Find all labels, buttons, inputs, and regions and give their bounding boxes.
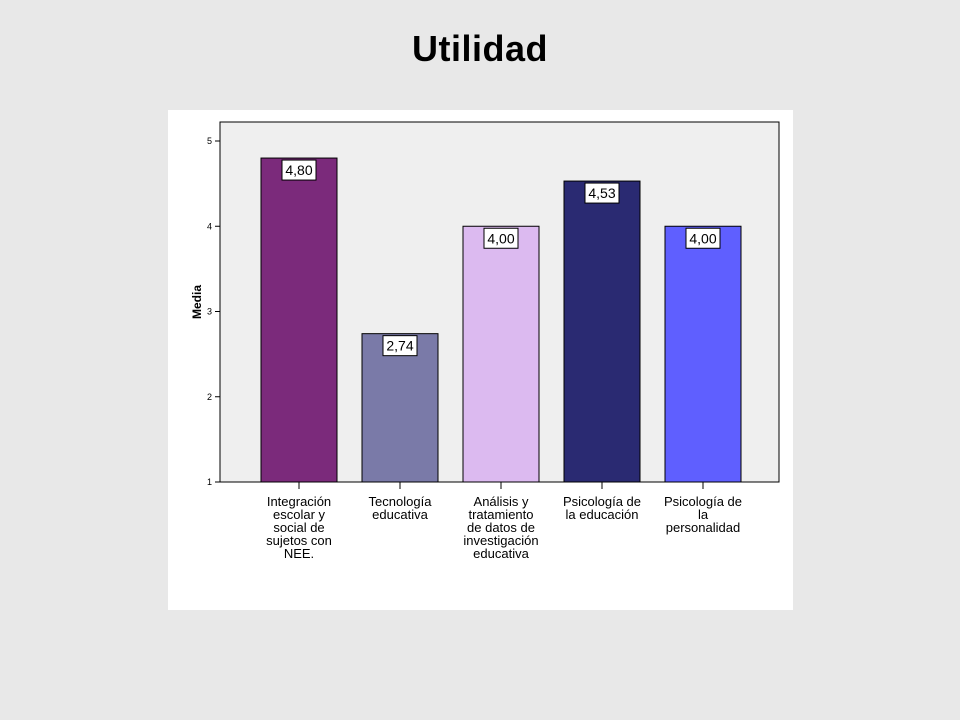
data-label: 2,74 bbox=[386, 338, 413, 354]
y-tick-label: 1 bbox=[207, 477, 212, 487]
x-tick-label-line: de datos de bbox=[467, 520, 535, 535]
data-label-box bbox=[382, 335, 418, 357]
x-tick-label-line: la bbox=[698, 507, 709, 522]
data-label-box bbox=[584, 182, 620, 204]
y-tick-label: 4 bbox=[207, 221, 212, 231]
bar bbox=[260, 157, 338, 483]
x-axis: Integración escolar y social de sujetos con… bbox=[266, 482, 742, 561]
bar bbox=[361, 333, 439, 483]
x-tick-label: Análisis y tratamiento de datos de investig… bbox=[463, 494, 538, 561]
x-tick-label-line: la educación bbox=[566, 507, 639, 522]
x-tick-label-line: educativa bbox=[372, 507, 428, 522]
x-tick-label-line: Psicología de bbox=[563, 494, 641, 509]
x-tick-label: Psicología de la personalidad bbox=[664, 494, 742, 535]
x-tick-label-line: Análisis y bbox=[474, 494, 529, 509]
value-labels: 4,80 2,74 4,00 4,53 4,00 bbox=[281, 159, 721, 357]
data-label: 4,80 bbox=[285, 162, 312, 178]
x-tick-label: Psicología de la educación bbox=[563, 494, 641, 522]
x-tick-label-line: Tecnología bbox=[369, 494, 433, 509]
x-tick-label-line: Psicología de bbox=[664, 494, 742, 509]
bar bbox=[563, 180, 641, 483]
bar bbox=[664, 225, 742, 483]
x-tick-label-line: escolar y bbox=[273, 507, 326, 522]
y-tick-label: 3 bbox=[207, 307, 212, 317]
data-label-box bbox=[281, 159, 317, 181]
x-tick-label: Integración escolar y social de sujetos con… bbox=[266, 494, 332, 561]
data-label: 4,00 bbox=[689, 230, 716, 246]
x-tick-label: Tecnología educativa bbox=[369, 494, 433, 522]
x-tick-label-line: sujetos con bbox=[266, 533, 332, 548]
slide-title: Utilidad bbox=[412, 28, 548, 69]
data-label-box bbox=[685, 227, 721, 249]
y-axis: 1 2 3 4 5 bbox=[207, 136, 220, 487]
chart-panel: 1 2 3 4 5 Integración escolar y social de sujet… bbox=[168, 110, 793, 610]
bars bbox=[260, 157, 742, 483]
y-axis-title: Media bbox=[190, 285, 204, 319]
y-tick-label: 2 bbox=[207, 392, 212, 402]
bar-chart: 1 2 3 4 5 Integración escolar y social de sujet… bbox=[190, 121, 780, 561]
bar bbox=[462, 225, 540, 483]
data-label: 4,00 bbox=[487, 230, 514, 246]
x-tick-label-line: Integración bbox=[267, 494, 331, 509]
x-tick-label-line: NEE. bbox=[284, 546, 314, 561]
x-tick-label-line: personalidad bbox=[666, 520, 740, 535]
data-label-box bbox=[483, 227, 519, 249]
x-tick-label-line: social de bbox=[273, 520, 324, 535]
x-tick-label-line: investigación bbox=[463, 533, 538, 548]
y-tick-label: 5 bbox=[207, 136, 212, 146]
x-tick-label-line: educativa bbox=[473, 546, 529, 561]
x-tick-label-line: tratamiento bbox=[468, 507, 533, 522]
data-label: 4,53 bbox=[588, 185, 615, 201]
